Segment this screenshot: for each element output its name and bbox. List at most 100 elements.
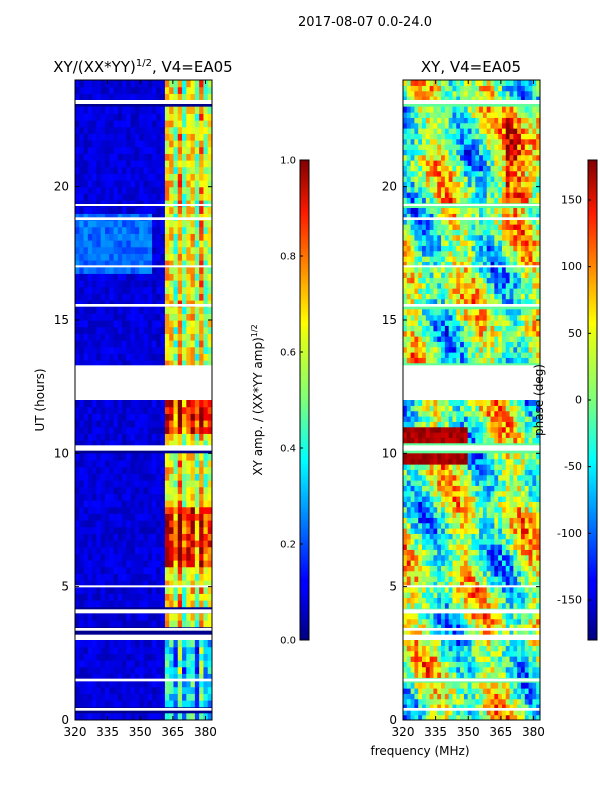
phase-heatmap-cell: [513, 426, 518, 433]
amp-heatmap-cell: [164, 573, 170, 581]
amp-heatmap-cell: [113, 246, 119, 254]
phase-heatmap-cell: [406, 469, 412, 476]
amp-heatmap-cell: [207, 353, 212, 361]
phase-heatmap-cell: [418, 586, 423, 593]
amp-heatmap-cell: [83, 246, 89, 254]
phase-heatmap-cell: [422, 410, 427, 417]
phase-heatmap-cell: [494, 490, 499, 497]
amp-heatmap-cell: [109, 620, 115, 628]
phase-heatmap-cell: [501, 512, 507, 518]
amp-heatmap-cell: [173, 593, 179, 601]
phase-heatmap-cell: [490, 522, 495, 529]
phase-heatmap-cell: [509, 522, 514, 529]
amp-heatmap-cell: [143, 313, 149, 321]
phase-heatmap-cell: [437, 618, 442, 625]
phase-heatmap-cell: [528, 528, 533, 534]
phase-heatmap-cell: [520, 458, 526, 465]
phase-heatmap-cell: [471, 437, 476, 444]
amp-heatmap-cell: [207, 326, 212, 334]
amp-heatmap-cell: [75, 473, 80, 481]
phase-heatmap-cell: [479, 426, 484, 433]
phase-heatmap-cell: [520, 613, 526, 620]
phase-heatmap-cell: [498, 453, 503, 460]
phase-heatmap-cell: [418, 709, 423, 716]
phase-heatmap-cell: [475, 560, 480, 566]
amp-heatmap-cell: [169, 113, 175, 121]
phase-heatmap-cell: [520, 624, 526, 630]
amp-heatmap-cell: [177, 540, 183, 548]
phase-heatmap-cell: [448, 469, 454, 476]
amp-heatmap-cell: [194, 353, 200, 361]
phase-heatmap-cell: [471, 421, 476, 428]
phase-heatmap-cell: [441, 650, 446, 657]
phase-heatmap-cell: [520, 549, 526, 556]
amp-heatmap-cell: [83, 653, 89, 661]
amp-heatmap-cell: [117, 180, 123, 188]
phase-heatmap-cell: [505, 629, 511, 636]
amp-heatmap-cell: [75, 540, 80, 548]
amp-heatmap-cell: [143, 646, 149, 654]
phase-heatmap-cell: [410, 405, 416, 412]
amp-heatmap-cell: [100, 240, 106, 248]
phase-heatmap-cell: [490, 645, 495, 652]
amp-heatmap-cell: [164, 400, 170, 408]
phase-heatmap-cell: [490, 496, 495, 502]
amp-heatmap-cell: [182, 333, 187, 341]
phase-heatmap-cell: [471, 496, 476, 502]
phase-heatmap-cell: [433, 330, 438, 337]
phase-heatmap-cell: [406, 458, 412, 465]
amp-heatmap-cell: [83, 420, 89, 428]
amp-heatmap-cell: [152, 673, 157, 681]
amp-heatmap-cell: [92, 173, 98, 181]
amp-heatmap-cell: [147, 400, 153, 408]
amp-heatmap-cell: [122, 713, 127, 720]
amp-heatmap-cell: [156, 513, 162, 521]
amp-heatmap-cell: [109, 533, 115, 541]
amp-heatmap-cell: [117, 186, 123, 194]
phase-heatmap-cell: [422, 437, 427, 444]
amp-heatmap-cell: [96, 293, 102, 301]
amp-heatmap-cell: [186, 473, 192, 481]
phase-heatmap-cell: [517, 416, 522, 422]
phase-heatmap-cell: [437, 405, 442, 412]
amp-heatmap-cell: [109, 566, 115, 574]
phase-heatmap-cell: [414, 512, 419, 518]
phase-heatmap-cell: [460, 474, 465, 481]
amp-heatmap-cell: [87, 133, 93, 141]
phase-heatmap-cell: [425, 464, 431, 470]
amp-heatmap-cell: [113, 213, 119, 221]
phase-heatmap-cell: [433, 426, 438, 433]
phase-heatmap-cell: [520, 554, 526, 561]
phase-heatmap: [403, 80, 540, 720]
amp-heatmap-cell: [75, 646, 80, 654]
amp-heatmap-cell: [130, 666, 136, 674]
phase-heatmap-cell: [425, 405, 431, 412]
amp-heatmap-cell: [186, 640, 192, 648]
amp-heatmap-cell: [96, 400, 102, 408]
amp-heatmap-cell: [117, 406, 123, 414]
phase-heatmap-cell: [479, 629, 484, 636]
amp-heatmap-cell: [126, 480, 132, 488]
phase-heatmap-cell: [501, 682, 507, 689]
phase-heatmap-cell: [441, 666, 446, 673]
amp-heatmap-cell: [113, 186, 119, 194]
amp-heatmap-cell: [130, 400, 136, 408]
phase-heatmap-cell: [403, 586, 408, 593]
phase-heatmap-cell: [422, 645, 427, 652]
phase-heatmap-cell: [532, 330, 537, 337]
phase-heatmap-cell: [482, 645, 488, 652]
phase-heatmap-cell: [406, 586, 412, 593]
amp-heatmap-cell: [186, 700, 192, 708]
phase-heatmap-cell: [460, 437, 465, 444]
amp-heatmap-cell: [147, 546, 153, 554]
amp-heatmap-cell: [190, 426, 196, 434]
phase-heatmap-cell: [448, 506, 454, 513]
phase-heatmap-cell: [448, 453, 454, 460]
amp-heatmap-cell: [130, 280, 136, 288]
amp-heatmap-cell: [104, 340, 110, 348]
phase-heatmap-cell: [528, 490, 533, 497]
phase-heatmap-cell: [437, 650, 442, 657]
phase-heatmap-cell: [410, 645, 416, 652]
amp-heatmap-cell: [207, 266, 212, 274]
amp-heatmap-cell: [122, 313, 127, 321]
